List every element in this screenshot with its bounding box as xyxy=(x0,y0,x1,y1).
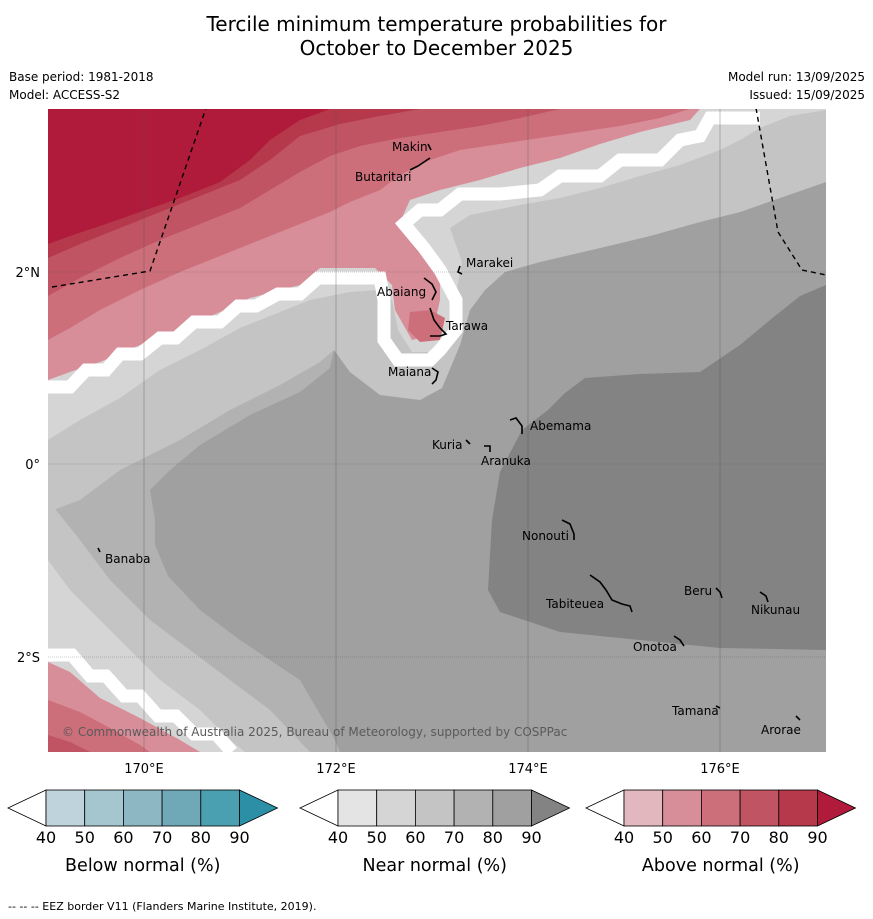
footnote: -- -- -- EEZ border V11 (Flanders Marine… xyxy=(8,900,317,913)
colorbar-tick-label: 70 xyxy=(444,828,464,847)
colorbar-title: Below normal (%) xyxy=(65,856,220,876)
grid-lines xyxy=(48,109,826,752)
place-label: Tamana xyxy=(671,704,719,718)
colorbar-tick-label: 80 xyxy=(483,828,503,847)
colorbar-tick-label: 60 xyxy=(691,828,711,847)
colorbar-segment xyxy=(453,789,494,827)
colorbar-legends: 40 50 60 70 80 90 Below normal (%) 40 50 60 70 80 90… xyxy=(7,789,857,876)
colorbar-tick-label: 90 xyxy=(807,828,827,847)
colorbar-tick-label: 40 xyxy=(328,828,348,847)
colorbar-tick-label: 50 xyxy=(367,828,387,847)
colorbar: 40 50 60 70 80 90 Near normal (%) xyxy=(299,789,571,876)
colorbar-extend-low xyxy=(7,789,47,827)
title-line-2: October to December 2025 xyxy=(299,36,574,60)
place-label: Abemama xyxy=(530,419,591,433)
lon-tick-label: 170°E xyxy=(124,762,164,777)
eez-border xyxy=(51,109,826,288)
lat-tick-label: 2°S xyxy=(17,651,40,666)
place-label: Makin xyxy=(392,140,428,154)
colorbar-tick-label: 50 xyxy=(75,828,95,847)
colorbar-tick-label: 80 xyxy=(769,828,789,847)
colorbar-tick-label: 70 xyxy=(730,828,750,847)
colorbar-segment xyxy=(739,789,780,827)
colorbar-tick-label: 50 xyxy=(653,828,673,847)
colorbar-segment xyxy=(701,789,741,827)
colorbar-tick-label: 40 xyxy=(36,828,56,847)
base-info: Base period: 1981-2018 Model: ACCESS-S2 xyxy=(9,68,154,104)
place-label: Abaiang xyxy=(377,285,426,299)
colorbar-segment xyxy=(376,789,416,827)
place-labels: Makin Butaritari Marakei Abaiang Tarawa … xyxy=(105,140,801,737)
colorbar-segment xyxy=(84,789,124,827)
place-label: Tabiteuea xyxy=(545,597,604,611)
model-text: Model: ACCESS-S2 xyxy=(9,88,121,102)
lon-tick-label: 172°E xyxy=(316,762,356,777)
place-label: Butaritari xyxy=(355,170,412,184)
colorbar-tick-label: 90 xyxy=(521,828,541,847)
place-label: Marakei xyxy=(466,256,513,270)
model-run-text: Model run: 13/09/2025 xyxy=(727,70,865,84)
colorbar-segment xyxy=(492,789,532,827)
colorbar-title: Near normal (%) xyxy=(362,856,507,876)
place-label: Nonouti xyxy=(522,529,569,543)
white-gap-band-sw xyxy=(48,648,237,752)
island-outlines xyxy=(97,143,801,721)
place-label: Maiana xyxy=(388,365,431,379)
colorbar: 40 50 60 70 80 90 Below normal (%) xyxy=(7,789,279,876)
colorbar-extend-high xyxy=(817,789,857,827)
copyright-notice: © Commonwealth of Australia 2025, Bureau… xyxy=(62,725,567,739)
colorbar-segment xyxy=(778,789,818,827)
white-gap-band xyxy=(48,111,760,394)
colorbar-segment xyxy=(123,789,163,827)
place-label: Banaba xyxy=(105,552,151,566)
colorbar-segment xyxy=(200,789,240,827)
map-field xyxy=(48,109,826,752)
above-normal-70-sw xyxy=(48,735,90,752)
colorbar-tick-label: 60 xyxy=(405,828,425,847)
colorbar-segment xyxy=(337,789,378,827)
colorbar-tick-label: 40 xyxy=(614,828,634,847)
lon-tick-label: 176°E xyxy=(700,762,740,777)
lat-tick-label: 0° xyxy=(25,458,40,473)
colorbar-tick-label: 80 xyxy=(191,828,211,847)
base-period-text: Base period: 1981-2018 xyxy=(9,70,154,84)
colorbar-extend-high xyxy=(531,789,571,827)
colorbar-segment xyxy=(623,789,664,827)
lon-tick-label: 174°E xyxy=(508,762,548,777)
run-info: Model run: 13/09/2025 Issued: 15/09/2025 xyxy=(728,68,865,104)
place-label: Kuria xyxy=(432,438,463,452)
colorbar-segment xyxy=(662,789,702,827)
above-normal-90-region xyxy=(48,109,330,244)
above-normal-60-tarawa xyxy=(408,310,445,342)
title-line-1: Tercile minimum temperature probabilitie… xyxy=(206,12,667,36)
colorbar-extend-low xyxy=(585,789,625,827)
place-label: Onotoa xyxy=(633,640,677,654)
axis-labels: 170°E 172°E 174°E 176°E 2°N 0° 2°S xyxy=(16,266,740,777)
colorbar-tick-label: 90 xyxy=(229,828,249,847)
issued-text: Issued: 15/09/2025 xyxy=(749,88,865,102)
lat-tick-label: 2°N xyxy=(16,266,41,281)
place-label: Arorae xyxy=(761,723,801,737)
above-normal-60-sw xyxy=(48,700,150,752)
colorbar-tick-label: 60 xyxy=(113,828,133,847)
place-label: Tarawa xyxy=(445,319,488,333)
map-title: Tercile minimum temperature probabilitie… xyxy=(0,12,873,60)
colorbar-segment xyxy=(161,789,202,827)
colorbar-segment xyxy=(45,789,86,827)
place-label: Aranuka xyxy=(481,454,531,468)
colorbar: 40 50 60 70 80 90 Above normal (%) xyxy=(585,789,857,876)
colorbar-segment xyxy=(414,789,455,827)
colorbar-tick-label: 70 xyxy=(152,828,172,847)
colorbar-extend-low xyxy=(299,789,339,827)
colorbar-title: Above normal (%) xyxy=(642,856,800,876)
place-label: Beru xyxy=(684,584,712,598)
colorbar-extend-high xyxy=(239,789,279,827)
place-label: Nikunau xyxy=(751,603,800,617)
